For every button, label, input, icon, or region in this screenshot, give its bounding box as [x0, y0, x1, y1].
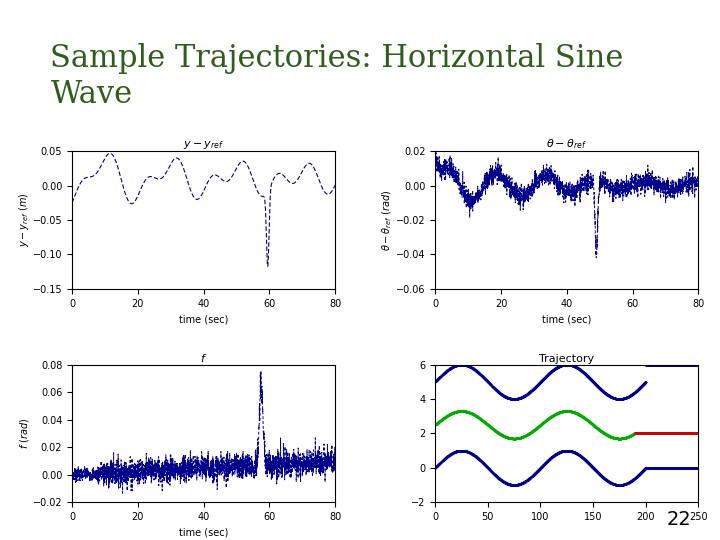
Text: 22: 22 — [667, 510, 691, 529]
Y-axis label: $y - y_{ref}\ (m)$: $y - y_{ref}\ (m)$ — [17, 193, 31, 247]
Text: Sample Trajectories: Horizontal Sine
Wave: Sample Trajectories: Horizontal Sine Wav… — [50, 43, 624, 110]
X-axis label: time (sec): time (sec) — [179, 528, 228, 537]
Y-axis label: $f\ (rad)$: $f\ (rad)$ — [18, 417, 31, 449]
Title: $\theta - \theta_{ref}$: $\theta - \theta_{ref}$ — [546, 137, 588, 151]
Y-axis label: $\theta - \theta_{ref}\ (rad)$: $\theta - \theta_{ref}\ (rad)$ — [381, 189, 395, 251]
Title: Trajectory: Trajectory — [539, 354, 595, 364]
Title: $y - y_{ref}$: $y - y_{ref}$ — [183, 139, 224, 151]
Title: $f$: $f$ — [200, 352, 207, 364]
X-axis label: time (sec): time (sec) — [179, 314, 228, 324]
X-axis label: time (sec): time (sec) — [542, 314, 592, 324]
